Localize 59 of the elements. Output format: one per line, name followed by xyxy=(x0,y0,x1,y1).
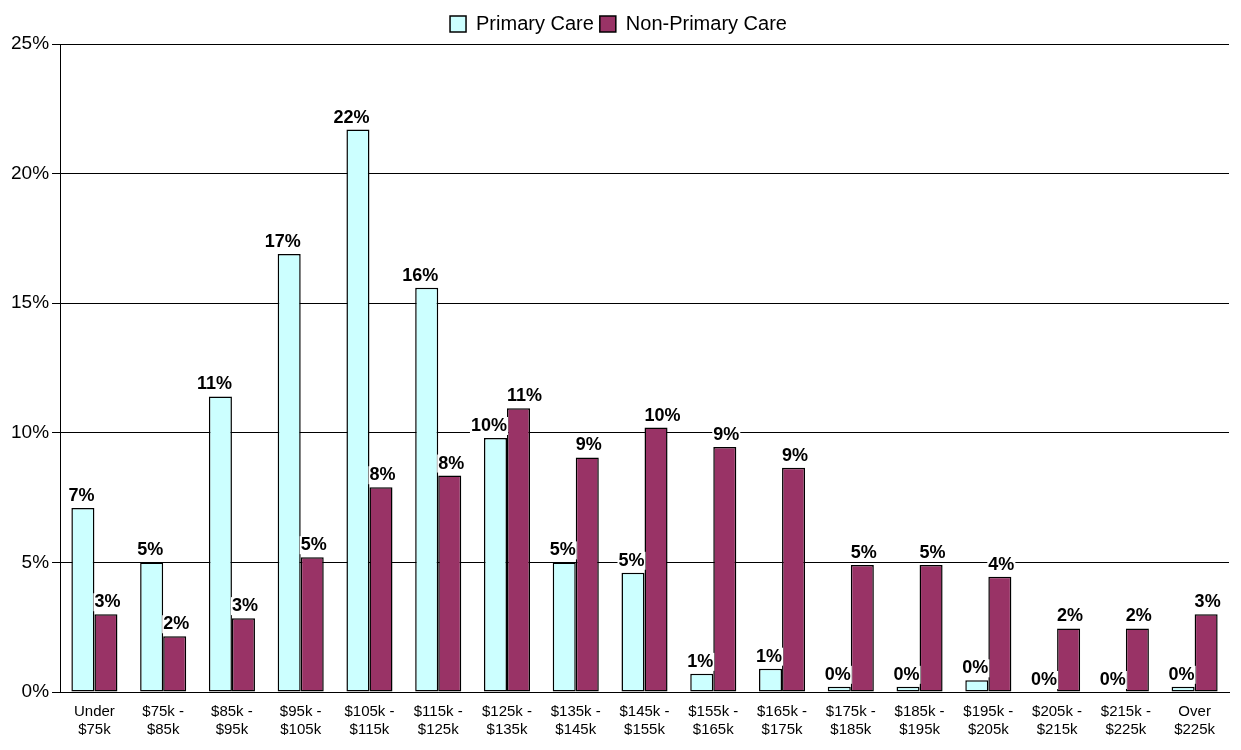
data-label: 3% xyxy=(94,591,121,612)
y-tick-label: 25% xyxy=(11,32,50,54)
x-tick-label: $115k - $125k xyxy=(413,702,463,738)
data-label: 0% xyxy=(824,663,851,684)
x-tick-label: $185k - $195k xyxy=(894,702,945,738)
data-label: 11% xyxy=(506,385,543,406)
x-tick-label: $105k - $115k xyxy=(344,702,395,738)
data-label: 11% xyxy=(196,373,232,394)
data-label: 10% xyxy=(470,414,507,435)
y-tick-label: 20% xyxy=(11,161,50,183)
data-label: 0% xyxy=(962,657,989,678)
legend-label: Primary Care xyxy=(476,11,594,34)
x-tick-label: $125k - $135k xyxy=(481,702,533,738)
data-label: 5% xyxy=(618,549,645,570)
data-label: 3% xyxy=(231,595,258,616)
data-label: 7% xyxy=(68,484,95,505)
data-label: 8% xyxy=(438,452,465,473)
data-label: 0% xyxy=(893,663,920,684)
y-tick-label: 0% xyxy=(21,680,50,702)
data-label: 9% xyxy=(782,444,809,465)
x-tick-label: Over $225k xyxy=(1174,702,1216,738)
x-tick-label: $75k - $85k xyxy=(142,702,185,738)
x-tick-label: $205k - $215k xyxy=(1032,702,1083,738)
data-label: 5% xyxy=(919,541,946,562)
x-tick-label: $155k - $165k xyxy=(688,702,739,738)
data-label: 16% xyxy=(402,264,439,285)
data-label: 4% xyxy=(988,553,1015,574)
data-label: 0% xyxy=(1099,668,1126,689)
data-label: 5% xyxy=(137,539,164,560)
y-tick-label: 5% xyxy=(21,550,50,572)
x-tick-label: Under $75k xyxy=(73,702,115,738)
data-label: 5% xyxy=(850,541,877,562)
legend-label: Non-Primary Care xyxy=(625,11,787,34)
x-tick-label: $95k - $105k xyxy=(279,702,322,738)
data-label: 22% xyxy=(333,106,370,127)
x-tick-label: $195k - $205k xyxy=(963,702,1014,738)
data-label: 2% xyxy=(1057,605,1084,626)
data-label: 9% xyxy=(713,424,740,445)
data-label: 8% xyxy=(369,464,396,485)
data-label: 10% xyxy=(644,404,681,425)
data-label: 2% xyxy=(163,613,190,634)
data-label: 5% xyxy=(300,534,327,555)
y-tick-label: 15% xyxy=(11,291,50,313)
data-label: 3% xyxy=(1194,591,1221,612)
data-label: 1% xyxy=(687,650,714,671)
data-label: 9% xyxy=(575,434,602,455)
x-tick-label: $135k - $145k xyxy=(550,702,601,738)
data-label: 1% xyxy=(756,645,783,666)
data-label: 17% xyxy=(264,230,301,251)
x-tick-label: $175k - $185k xyxy=(825,702,876,738)
x-tick-label: $145k - $155k xyxy=(619,702,670,738)
x-tick-label: $165k - $175k xyxy=(757,702,808,738)
y-tick-label: 10% xyxy=(11,421,50,443)
x-tick-label: $85k - $95k xyxy=(211,702,253,738)
data-label: 2% xyxy=(1125,605,1152,626)
data-label: 0% xyxy=(1168,663,1195,684)
data-label: 0% xyxy=(1031,668,1058,689)
x-tick-label: $215k - $225k xyxy=(1100,702,1151,738)
data-label: 5% xyxy=(549,539,576,560)
